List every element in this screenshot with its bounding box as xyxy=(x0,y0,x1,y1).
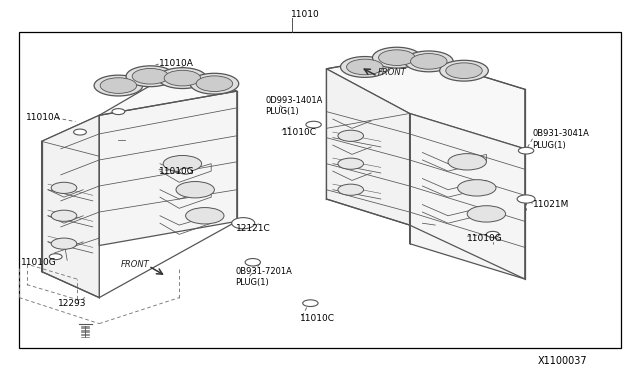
Text: FRONT: FRONT xyxy=(120,260,149,269)
Text: PLUG(1): PLUG(1) xyxy=(532,141,566,150)
Text: 11010: 11010 xyxy=(291,10,320,19)
Ellipse shape xyxy=(518,147,534,154)
Ellipse shape xyxy=(51,210,77,221)
Ellipse shape xyxy=(306,121,321,128)
Ellipse shape xyxy=(190,73,239,94)
Ellipse shape xyxy=(112,109,125,115)
Text: 11010A: 11010A xyxy=(159,59,193,68)
Ellipse shape xyxy=(100,78,137,93)
Ellipse shape xyxy=(49,254,62,260)
Text: 0B931-3041A: 0B931-3041A xyxy=(532,129,589,138)
Text: 11021M: 11021M xyxy=(532,200,569,209)
Ellipse shape xyxy=(467,206,506,222)
Ellipse shape xyxy=(338,158,364,169)
Ellipse shape xyxy=(126,66,175,87)
Text: PLUG(1): PLUG(1) xyxy=(236,278,269,287)
Ellipse shape xyxy=(51,238,77,249)
Text: 12293: 12293 xyxy=(58,299,86,308)
Polygon shape xyxy=(326,69,410,225)
Ellipse shape xyxy=(158,68,207,89)
Ellipse shape xyxy=(176,182,214,198)
Text: 0D993-1401A: 0D993-1401A xyxy=(266,96,323,105)
Ellipse shape xyxy=(372,47,421,68)
Ellipse shape xyxy=(347,59,383,75)
Text: FRONT: FRONT xyxy=(378,68,406,77)
Ellipse shape xyxy=(94,75,143,96)
Ellipse shape xyxy=(338,184,364,195)
Ellipse shape xyxy=(440,60,488,81)
Polygon shape xyxy=(410,113,525,279)
Polygon shape xyxy=(42,115,99,298)
Ellipse shape xyxy=(74,129,86,135)
Text: 11010G: 11010G xyxy=(21,258,57,267)
Ellipse shape xyxy=(448,154,486,170)
Text: PLUG(1): PLUG(1) xyxy=(266,107,300,116)
Polygon shape xyxy=(326,54,525,149)
Text: 11010C: 11010C xyxy=(282,128,317,137)
Text: 0B931-7201A: 0B931-7201A xyxy=(236,267,292,276)
Ellipse shape xyxy=(517,195,535,203)
Ellipse shape xyxy=(303,300,318,307)
Text: 12121C: 12121C xyxy=(236,224,270,233)
Ellipse shape xyxy=(340,57,389,77)
Ellipse shape xyxy=(132,68,169,84)
Ellipse shape xyxy=(338,130,364,141)
Ellipse shape xyxy=(163,155,202,172)
Ellipse shape xyxy=(486,231,499,237)
Ellipse shape xyxy=(411,54,447,69)
Ellipse shape xyxy=(164,70,201,86)
Bar xyxy=(19,32,621,348)
Ellipse shape xyxy=(379,50,415,65)
Text: 11010C: 11010C xyxy=(300,314,335,323)
Ellipse shape xyxy=(445,63,483,78)
Ellipse shape xyxy=(245,259,260,266)
Text: 11010A: 11010A xyxy=(26,113,60,122)
Ellipse shape xyxy=(458,180,496,196)
Text: 11010G: 11010G xyxy=(159,167,195,176)
Polygon shape xyxy=(99,91,237,246)
Text: 11010G: 11010G xyxy=(467,234,503,243)
Ellipse shape xyxy=(186,208,224,224)
Ellipse shape xyxy=(404,51,453,72)
Polygon shape xyxy=(42,67,237,141)
Ellipse shape xyxy=(196,76,233,92)
Text: X1100037: X1100037 xyxy=(538,356,588,366)
Ellipse shape xyxy=(232,218,255,229)
Ellipse shape xyxy=(179,168,192,174)
Ellipse shape xyxy=(51,182,77,193)
